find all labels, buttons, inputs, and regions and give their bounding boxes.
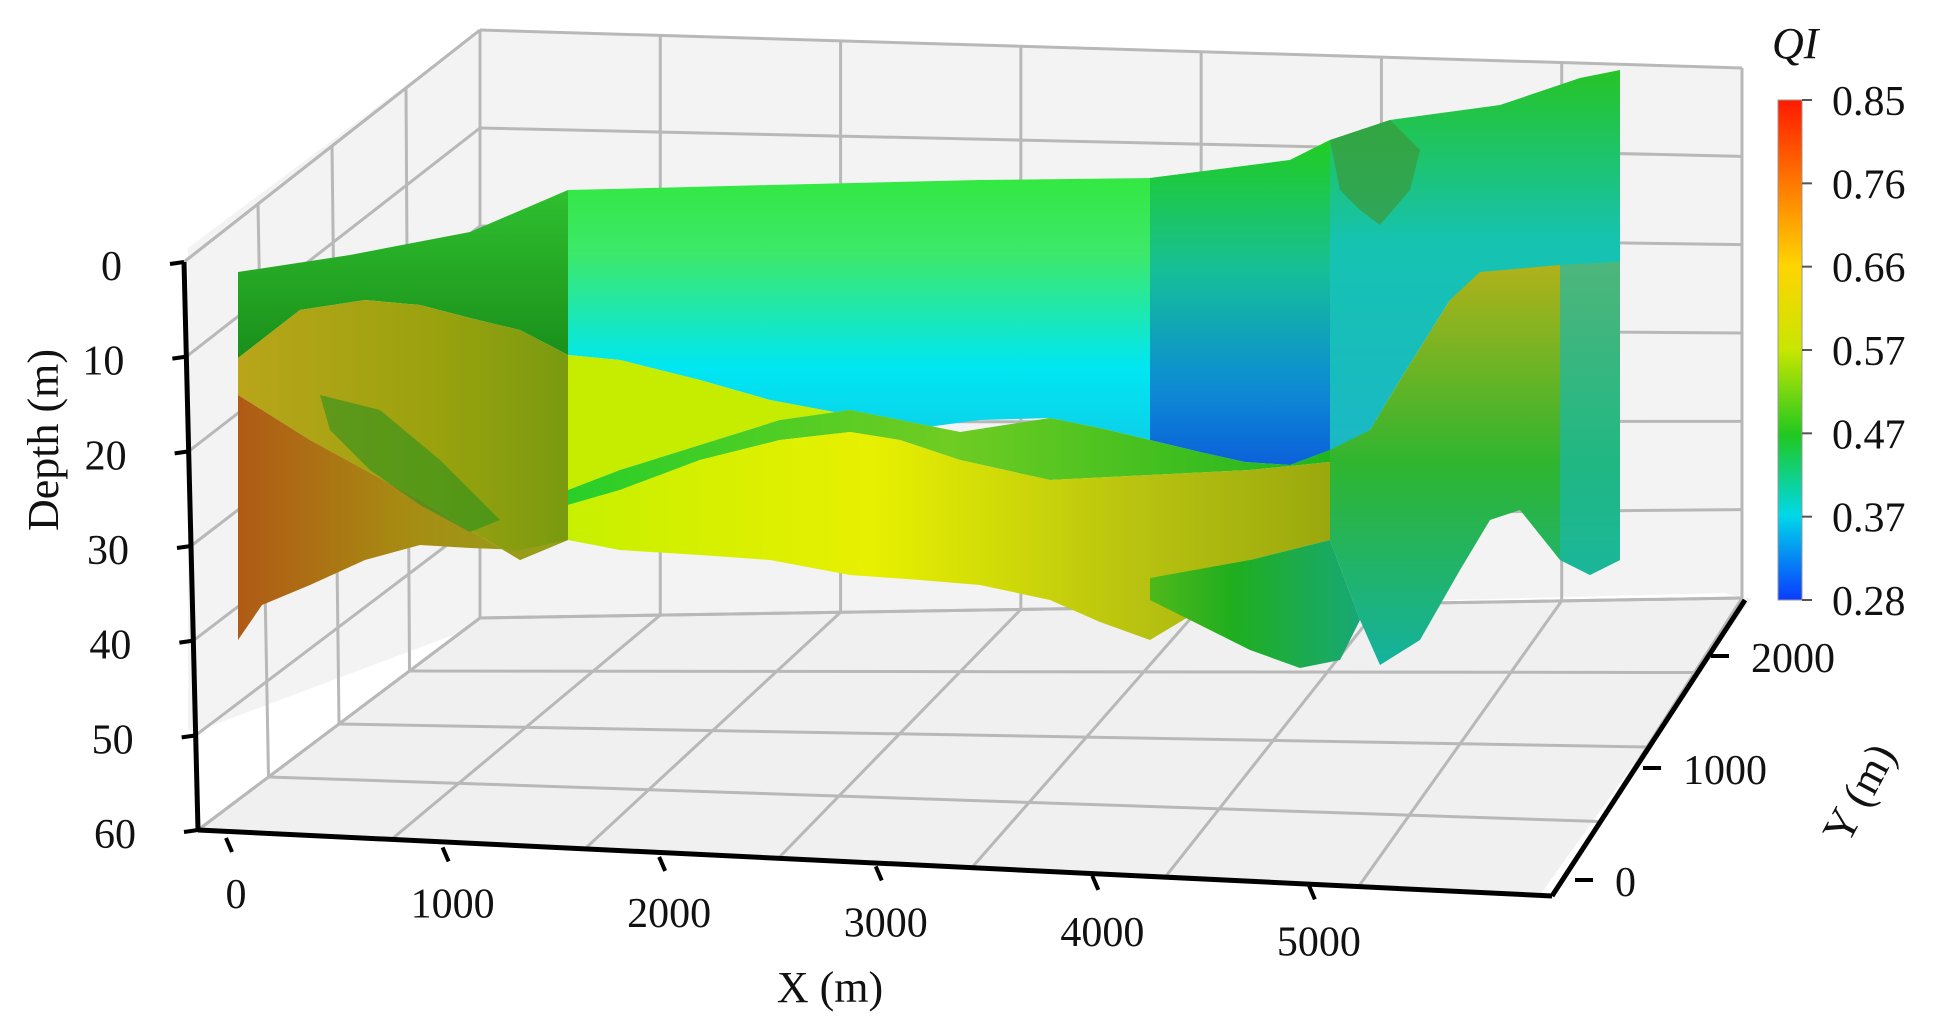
surface-panel-lower-left (238, 395, 568, 640)
z-tick-mark (179, 638, 194, 645)
z-tick-mark (172, 354, 187, 361)
x-tick-mark (224, 837, 234, 853)
grid-line-floor-y (583, 611, 842, 850)
colorbar-tick-label: 0.47 (1832, 412, 1906, 458)
z-tick-mark (169, 260, 185, 266)
grid-line-floor-y (390, 613, 662, 841)
x-axis-title: X (m) (777, 963, 883, 1012)
x-tick-label: 3000 (844, 900, 928, 946)
colorbar-ticks: 0.85 0.76 0.66 0.57 0.47 0.37 0.28 (1802, 79, 1906, 625)
x-tick-mark (657, 856, 667, 872)
surface-panel-upper-left (238, 190, 568, 358)
y-tick-label: 2000 (1751, 636, 1835, 682)
z-tick-label: 0 (101, 244, 122, 290)
colorbar-tick-label: 0.57 (1832, 329, 1906, 375)
surface-panel-blue (1150, 140, 1330, 465)
z-axis-ticks: 0 10 20 30 40 50 60 (82, 244, 199, 858)
grid-line-floor-x (268, 775, 1600, 823)
z-tick-mark (181, 733, 196, 740)
y-axis-ticks: 0 1000 2000 (1575, 636, 1835, 906)
colorbar-tick-label: 0.66 (1832, 246, 1906, 292)
grid-line-floor-y (777, 608, 1022, 860)
grid-line-floor-y (970, 605, 1203, 869)
x-tick-mark (440, 846, 451, 863)
z-tick-mark (174, 449, 189, 456)
z-tick-label: 40 (89, 623, 131, 669)
x-tick-label: 4000 (1060, 910, 1144, 956)
y-tick-label: 1000 (1683, 748, 1767, 794)
surface-panel-upper-middle (568, 140, 1330, 465)
surface-panel-yellow-band (568, 355, 960, 490)
y-axis-title: Y (m) (1813, 735, 1905, 850)
surface-panel-lower-left-green (320, 395, 500, 532)
surface-panel-green-band (568, 410, 1330, 505)
z-tick-label: 10 (82, 339, 124, 385)
colorbar-tick-label: 0.76 (1832, 162, 1906, 208)
x-tick-mark (1307, 884, 1317, 901)
grid-line-floor-y (197, 616, 481, 832)
surface-panel-right-wing (1330, 262, 1620, 665)
x-axis-ticks: 0 1000 2000 3000 4000 5000 (224, 837, 1361, 965)
z-tick-mark (176, 544, 192, 550)
y-tick-label: 0 (1615, 860, 1636, 906)
x-tick-label: 1000 (411, 881, 495, 927)
z-axis-title: Depth (m) (19, 349, 68, 531)
colorbar: QI 0.85 0.76 0.66 0.57 0.47 0.37 0.28 (1772, 19, 1906, 625)
grid-line-back-horizontal (479, 28, 1743, 70)
z-tick-label: 60 (94, 812, 136, 858)
surface-panel-right-dark (1330, 120, 1420, 225)
grid-line-floor-y (1357, 599, 1563, 888)
grid-line-left-top (183, 28, 481, 264)
z-tick-label: 20 (85, 433, 127, 479)
colorbar-gradient (1777, 99, 1803, 601)
grid-line-floor-x (409, 669, 1695, 674)
grid-line-floor-x (338, 722, 1648, 749)
x-axis-line (197, 827, 1553, 899)
z-tick-label: 30 (87, 528, 129, 574)
x-tick-label: 2000 (627, 891, 711, 937)
x-tick-label: 0 (226, 872, 247, 918)
z-tick-label: 50 (92, 717, 134, 763)
qi-surface (238, 70, 1620, 668)
surface-panel-far-right-cyan (1560, 262, 1620, 575)
colorbar-tick-label: 0.28 (1832, 579, 1906, 625)
y-axis-line (1549, 598, 1748, 898)
z-tick-mark (183, 828, 199, 834)
colorbar-tick-label: 0.37 (1832, 496, 1906, 542)
surface-panel-lower-middle (568, 432, 1330, 640)
x-tick-mark (873, 865, 884, 882)
grid-line-floor-y (1163, 602, 1383, 879)
colorbar-title: QI (1772, 19, 1821, 68)
x-tick-mark (1090, 875, 1101, 891)
colorbar-tick-label: 0.85 (1832, 79, 1906, 125)
surface-panel-bottom-right (1150, 540, 1360, 668)
x-tick-label: 5000 (1277, 919, 1361, 965)
